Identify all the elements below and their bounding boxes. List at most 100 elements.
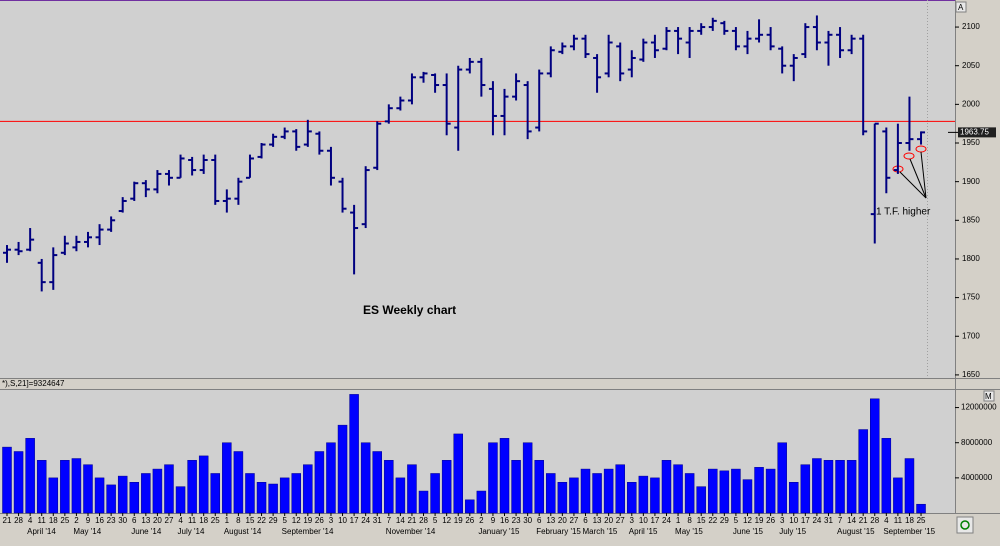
month-label: April '14	[27, 527, 56, 536]
max-button-label: M	[985, 392, 992, 401]
volume-bar	[777, 442, 787, 514]
refresh-icon	[960, 520, 970, 530]
volume-bar	[580, 468, 591, 514]
volume-bar	[407, 464, 417, 514]
volume-bar	[823, 460, 834, 514]
y-tick-label: 4000000	[961, 473, 993, 482]
month-label: September '14	[282, 527, 334, 536]
volume-bar	[94, 477, 105, 514]
month-label: January '15	[478, 527, 520, 536]
x-tick-label: 2	[74, 516, 79, 525]
x-tick-label: 29	[269, 516, 278, 525]
volume-bar	[326, 442, 336, 514]
y-tick-label: 2050	[962, 61, 980, 70]
x-tick-label: 12	[292, 516, 301, 525]
x-tick-label: 13	[546, 516, 555, 525]
volume-bar	[48, 477, 59, 514]
volume-bar	[916, 503, 926, 514]
volume-bar	[25, 438, 35, 514]
volume-bar	[650, 477, 660, 514]
x-tick-label: 30	[523, 516, 532, 525]
volume-bar	[893, 477, 903, 514]
volume-bar	[198, 455, 209, 514]
x-tick-label: 4	[178, 516, 183, 525]
volume-bar	[279, 477, 290, 514]
x-tick-label: 25	[60, 516, 69, 525]
x-tick-label: 6	[132, 516, 137, 525]
low-marker	[903, 152, 915, 160]
volume-bar	[418, 490, 429, 514]
refresh-button[interactable]	[956, 516, 974, 534]
x-tick-label: 2	[479, 516, 484, 525]
x-tick-label: 7	[387, 516, 392, 525]
x-tick-label: 28	[14, 516, 23, 525]
volume-bar	[453, 433, 463, 514]
x-tick-label: 13	[141, 516, 150, 525]
x-tick-label: 21	[407, 516, 416, 525]
volume-bar	[187, 460, 197, 514]
volume-bar	[800, 464, 811, 514]
volume-bar	[129, 482, 140, 514]
y-tick-label: 2000	[962, 99, 980, 108]
x-tick-label: 5	[734, 516, 739, 525]
volume-bar	[384, 460, 394, 514]
last-price-box	[958, 127, 996, 138]
volume-bar	[245, 473, 255, 514]
x-tick-label: 15	[246, 516, 255, 525]
x-tick-label: 30	[118, 516, 127, 525]
x-tick-label: 26	[766, 516, 775, 525]
volume-bar	[222, 442, 232, 514]
volume-bar	[511, 460, 521, 514]
volume-bar	[2, 446, 12, 514]
volume-bar	[60, 460, 70, 514]
month-label: March '15	[583, 527, 618, 536]
x-tick-label: 17	[650, 516, 659, 525]
volume-bar	[360, 442, 371, 514]
month-label: July '15	[779, 527, 806, 536]
x-tick-label: 19	[303, 516, 312, 525]
x-tick-label: 12	[442, 516, 451, 525]
volume-bar	[36, 460, 47, 514]
volume-bar	[870, 398, 880, 514]
volume-bar	[256, 482, 267, 514]
x-tick-label: 19	[755, 516, 764, 525]
x-tick-label: 10	[338, 516, 347, 525]
y-tick-label: 2100	[962, 22, 980, 31]
volume-bar	[441, 460, 452, 514]
volume-bar	[881, 438, 892, 514]
x-tick-label: 17	[350, 516, 359, 525]
x-tick-label: 31	[373, 516, 382, 525]
month-label: April '15	[629, 527, 658, 536]
x-tick-label: 17	[801, 516, 810, 525]
volume-bar	[569, 477, 579, 514]
x-tick-label: 8	[687, 516, 692, 525]
x-tick-label: 20	[153, 516, 162, 525]
volume-bar	[106, 484, 116, 514]
last-price-label: 1963.75	[960, 127, 989, 136]
x-tick-label: 18	[905, 516, 914, 525]
volume-bar	[268, 483, 278, 514]
auto-button[interactable]	[955, 1, 967, 13]
y-tick-label: 8000000	[961, 438, 993, 447]
volume-bar	[175, 486, 186, 514]
volume-bar	[638, 475, 649, 514]
x-tick-label: 9	[86, 516, 91, 525]
volume-bar	[858, 429, 868, 514]
x-tick-label: 8	[236, 516, 241, 525]
month-label: November '14	[386, 527, 436, 536]
volume-bar	[465, 499, 475, 514]
volume-bar	[349, 394, 359, 514]
volume-bar	[557, 482, 568, 514]
max-button[interactable]	[983, 390, 995, 402]
y-tick-label: 12000000	[961, 403, 997, 412]
volume-bar	[742, 479, 753, 514]
x-tick-label: 19	[454, 516, 463, 525]
volume-bar	[210, 473, 221, 514]
month-label: February '15	[536, 527, 581, 536]
x-tick-label: 15	[697, 516, 706, 525]
x-tick-label: 11	[894, 516, 903, 525]
volume-bar	[592, 473, 602, 514]
volume-bar	[765, 468, 776, 514]
x-tick-label: 12	[743, 516, 752, 525]
x-tick-label: 5	[433, 516, 438, 525]
